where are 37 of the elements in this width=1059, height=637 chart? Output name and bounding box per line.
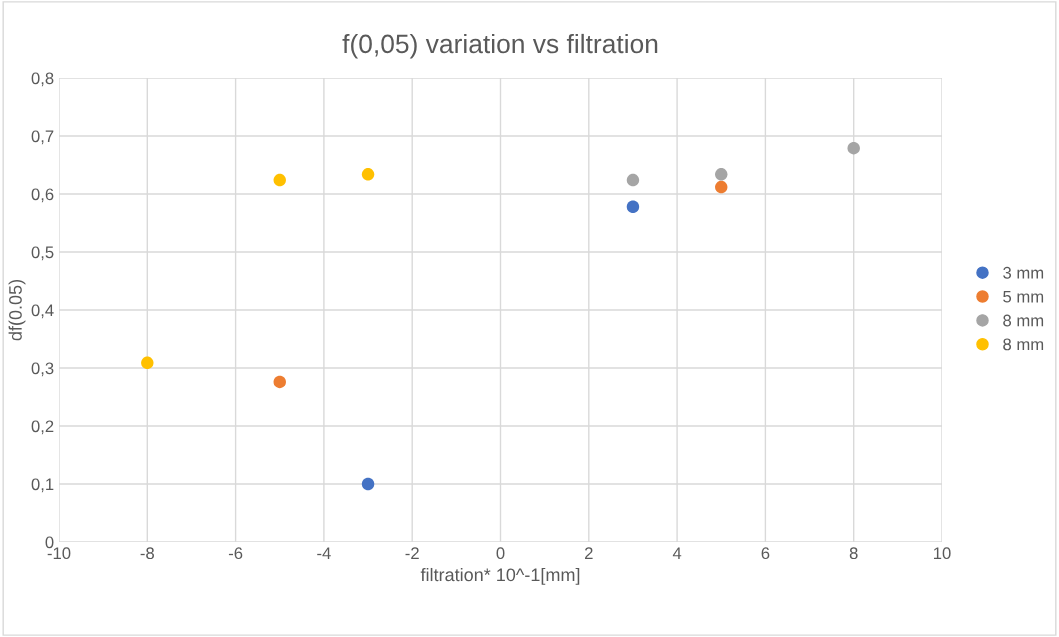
x-tick-label: 2 — [585, 547, 593, 559]
x-tick-label: -6 — [228, 547, 243, 560]
legend-label: 3 mm — [1003, 266, 1044, 279]
point — [715, 180, 728, 194]
point — [141, 356, 154, 369]
y-tick-label: 0,7 — [31, 130, 54, 145]
point — [847, 141, 860, 155]
point — [273, 173, 286, 187]
legend-label: 5 mm — [1003, 290, 1044, 303]
x-tick-label: -10 — [47, 547, 71, 560]
chart-title: f(0,05) variation vs filtration — [342, 33, 658, 59]
x-tick-label: 6 — [761, 547, 770, 560]
x-tick-label: 8 — [849, 547, 858, 560]
y-tick-label: 0,6 — [31, 188, 54, 203]
y-tick-label: 0,3 — [31, 362, 54, 377]
y-tick-label: 0,1 — [31, 478, 54, 493]
y-tick-label: 0,4 — [31, 304, 54, 319]
x-axis-title: filtration* 10^-1[mm] — [420, 567, 580, 585]
point — [361, 477, 375, 491]
y-tick-label: 0 — [45, 536, 54, 549]
x-tick-label: 10 — [934, 547, 951, 560]
legend-label: 8 mm — [1003, 338, 1044, 351]
legend-label: 8 mm — [1003, 314, 1044, 327]
x-tick-label: -8 — [140, 547, 154, 560]
point — [626, 200, 640, 213]
point — [715, 168, 728, 181]
y-tick-label: 0,2 — [31, 420, 54, 435]
y-tick-label: 0,5 — [31, 246, 54, 261]
y-tick-label: 0,8 — [31, 72, 54, 87]
x-tick-label: -2 — [405, 547, 419, 559]
point — [626, 173, 640, 187]
y-axis-title: df(0.05) — [8, 280, 26, 341]
point — [361, 168, 375, 181]
x-tick-label: -4 — [317, 547, 331, 559]
point — [273, 375, 286, 389]
x-tick-label: 0 — [496, 547, 505, 560]
x-tick-label: 4 — [672, 547, 682, 559]
